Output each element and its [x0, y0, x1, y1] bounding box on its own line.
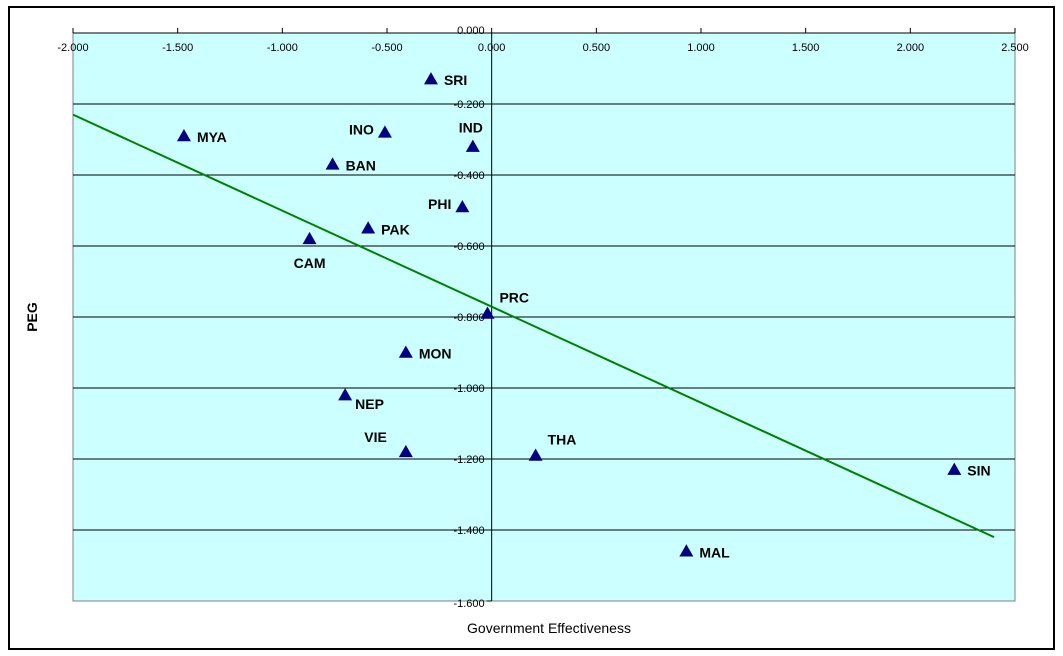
point-label-vie: VIE: [364, 429, 387, 445]
point-label-ind: IND: [459, 120, 483, 136]
data-point-marker: [679, 544, 694, 557]
data-point-marker: [338, 388, 353, 401]
x-tick-label: 0.500: [583, 42, 611, 54]
x-tick-label: 1.000: [687, 42, 715, 54]
x-tick-label: -1.000: [267, 42, 298, 54]
y-tick-label: -0.800: [453, 312, 484, 324]
data-point-marker: [302, 231, 317, 245]
y-tick-label: -1.400: [453, 525, 484, 537]
y-tick-label: -1.000: [453, 383, 484, 395]
point-label-phi: PHI: [428, 196, 451, 212]
y-tick-label: -0.600: [453, 241, 484, 253]
data-point-marker: [423, 72, 438, 85]
chart-frame: -2.000 -1.500 -1.000 -0.500 0.000 0.500 1.000 1…: [8, 6, 1055, 650]
point-label-tha: THA: [548, 431, 577, 447]
scatter-chart: -2.000 -1.500 -1.000 -0.500 0.000 0.500 1.000 1…: [24, 25, 1029, 636]
data-point-marker: [176, 128, 191, 142]
y-tick-labels: 0.000 -0.200 -0.400 -0.600 -0.800 -1.000 -1.20…: [453, 25, 484, 610]
data-point-marker: [361, 221, 376, 234]
x-tick-label: 0.000: [478, 42, 506, 54]
data-point-marker: [325, 157, 340, 170]
point-label-mon: MON: [419, 346, 452, 362]
point-label-sri: SRI: [444, 72, 467, 88]
data-points: SRI MYA INO IND BAN PHI PAK CAM PRC MON NEP VIE THA S…: [176, 72, 991, 560]
point-label-pak: PAK: [381, 221, 410, 237]
point-label-prc: PRC: [499, 289, 529, 305]
gridlines: [73, 103, 1015, 531]
data-point-marker: [528, 448, 543, 461]
data-point-marker: [377, 125, 392, 138]
point-label-sin: SIN: [967, 463, 990, 479]
data-point-marker: [947, 462, 962, 475]
y-tick-label: -0.200: [453, 99, 484, 111]
x-tick-label: -1.500: [162, 42, 193, 54]
point-label-mal: MAL: [699, 544, 730, 560]
y-tick-label: -0.400: [453, 170, 484, 182]
y-tick-label: -1.600: [453, 598, 484, 610]
x-tick-label: 1.500: [792, 42, 820, 54]
data-point-marker: [398, 444, 413, 458]
x-axis-title: Government Effectiveness: [467, 620, 631, 636]
x-tick-label: -2.000: [57, 42, 88, 54]
data-point-marker: [465, 139, 480, 152]
x-tick-label: 2.500: [1001, 42, 1029, 54]
point-label-ino: INO: [349, 121, 374, 137]
trendline: [72, 113, 995, 539]
point-label-ban: BAN: [346, 157, 376, 173]
point-label-cam: CAM: [294, 255, 326, 271]
x-tick-label: -0.500: [371, 42, 402, 54]
x-tick-labels: -2.000 -1.500 -1.000 -0.500 0.000 0.500 1.000 1…: [57, 42, 1028, 54]
x-tick-label: 2.000: [897, 42, 925, 54]
data-point-marker: [398, 345, 413, 358]
y-axis-title: PEG: [24, 302, 40, 332]
y-tick-label: 0.000: [457, 25, 485, 37]
trendline-group: [72, 113, 995, 539]
y-tick-label: -1.200: [453, 454, 484, 466]
point-label-nep: NEP: [355, 396, 384, 412]
point-label-mya: MYA: [197, 129, 227, 145]
data-point-marker: [480, 306, 495, 319]
data-point-marker: [455, 199, 470, 213]
